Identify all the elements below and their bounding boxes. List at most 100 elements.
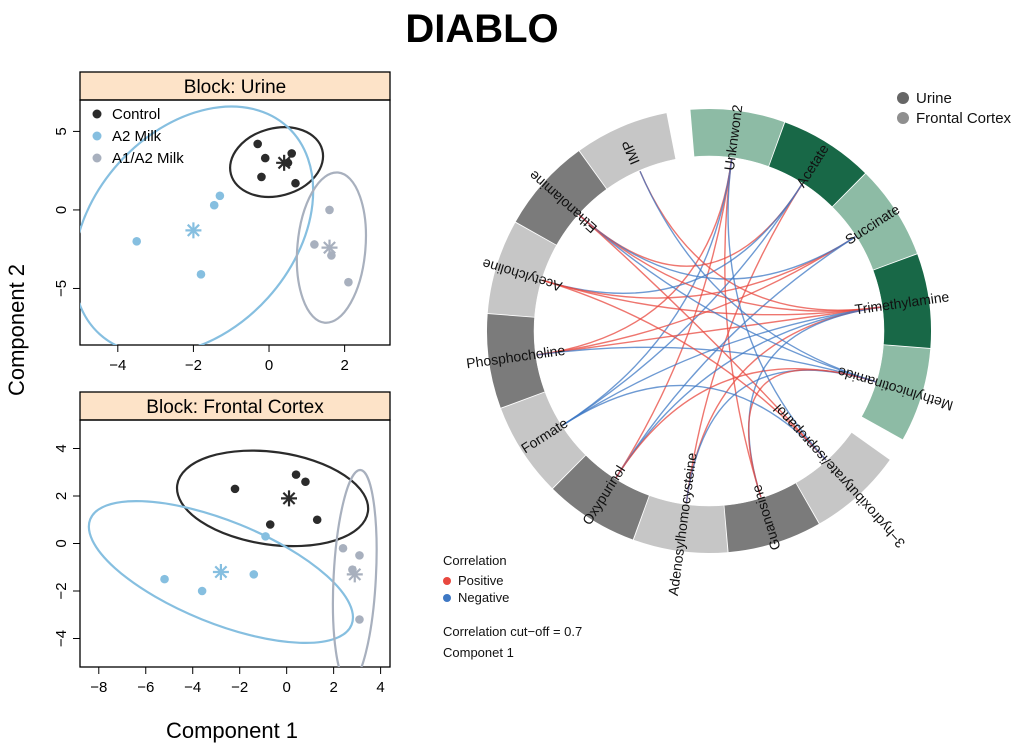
sample-point (291, 178, 300, 188)
correlation-legend-marker (443, 594, 451, 602)
legend-marker (92, 153, 102, 163)
chord-segment (796, 432, 890, 524)
correlation-link (727, 158, 827, 461)
figure-title: DIABLO (405, 7, 558, 51)
sample-point (301, 477, 310, 487)
correlation-link (578, 183, 803, 267)
panel-title-strip (79, 391, 391, 421)
x-tick-label: −4 (184, 679, 201, 696)
group-ellipse (175, 449, 370, 548)
correlation-cutoff: Correlation cut−off = 0.7 (443, 624, 582, 639)
legend-label: A2 Milk (112, 128, 162, 145)
sample-point (257, 172, 266, 182)
sample-point (253, 139, 262, 149)
correlation-link (578, 214, 876, 383)
chord-segment (861, 345, 931, 440)
sample-point (230, 484, 240, 494)
correlation-link (615, 236, 856, 479)
sample-point (355, 551, 364, 560)
x-tick-label: 2 (329, 679, 337, 696)
correlation-legend-title: Correlation (443, 553, 507, 568)
x-tick-label: −6 (137, 679, 154, 696)
y-tick-label: −2 (53, 582, 70, 599)
chord-diagram: Unknwon2 AcetateSuccinateTrimethylamineMe… (465, 103, 955, 596)
group-ellipse (229, 126, 325, 198)
chord-segment (724, 483, 819, 553)
panel-frame (79, 99, 391, 346)
centroid-star (281, 490, 298, 507)
y-tick-label: 2 (53, 492, 70, 500)
chord-segment (579, 113, 676, 189)
legend-label: Control (112, 106, 160, 123)
chord-segment (552, 455, 649, 540)
correlation-link (685, 183, 803, 504)
x-axis-label: Component 1 (166, 718, 298, 743)
legend-label: A1/A2 Milk (112, 150, 184, 167)
correlation-link (562, 306, 882, 426)
sample-point (287, 149, 297, 158)
sample-point (132, 237, 142, 246)
correlation-link (562, 183, 803, 426)
y-tick-label: 5 (53, 127, 70, 135)
chord-segment (487, 222, 557, 317)
sample-point (291, 470, 301, 479)
y-tick-label: 4 (53, 444, 70, 452)
correlation-link (536, 306, 882, 356)
sample-point (312, 515, 322, 525)
correlation-legend-label: Negative (458, 590, 509, 605)
block-legend-label: Frontal Cortex (916, 110, 1012, 127)
group-ellipse (87, 499, 355, 645)
legend-marker (92, 131, 102, 141)
correlation-link (536, 158, 733, 356)
chord-segment (832, 173, 917, 270)
x-tick-label: −4 (109, 357, 126, 374)
urine-scatter-panel: Block: Urine −4 −2 0 2 5 0 −5 Control A2 Milk A1/A… (53, 71, 391, 374)
x-tick-label: −2 (185, 357, 202, 374)
correlation-link (542, 279, 827, 461)
sample-point (261, 532, 270, 541)
panel-frame (79, 419, 391, 668)
x-tick-label: 2 (340, 357, 348, 374)
y-tick-label: 0 (53, 539, 70, 547)
sample-point (325, 205, 334, 215)
sample-point (355, 615, 364, 624)
correlation-link (747, 369, 876, 498)
sample-point (265, 520, 275, 529)
inner-circle (533, 155, 885, 507)
group-ellipse (295, 171, 368, 324)
sample-point (249, 570, 259, 579)
sample-point (260, 153, 270, 163)
sample-point (344, 277, 353, 287)
y-axis-label: Component 2 (4, 264, 29, 396)
correlation-link (536, 236, 856, 356)
block-legend-label: Urine (916, 90, 952, 107)
block-legend-marker (897, 112, 909, 124)
group-ellipse (331, 468, 378, 667)
y-tick-label: 0 (53, 206, 70, 214)
panel-title: Block: Urine (184, 77, 286, 98)
correlation-link (562, 158, 733, 426)
x-tick-label: 4 (376, 679, 384, 696)
x-tick-label: 0 (265, 357, 273, 374)
chord-segment (769, 122, 866, 207)
sample-point (209, 200, 219, 210)
sample-point (215, 191, 225, 201)
panel-title: Block: Frontal Cortex (146, 397, 324, 418)
sample-point (197, 586, 207, 596)
correlation-link (562, 384, 827, 461)
correlation-legend: Correlation Positive Negative Correlation c… (443, 553, 582, 660)
centroid-star (276, 154, 293, 171)
chord-segment (487, 314, 545, 408)
correlation-link (542, 279, 882, 316)
chord-segment (873, 254, 931, 348)
block-legend: Urine Frontal Cortex (897, 90, 1012, 127)
centroid-star (321, 239, 338, 256)
x-tick-label: −2 (231, 679, 248, 696)
centroid-star (185, 222, 202, 239)
sample-point (196, 270, 206, 279)
correlation-legend-label: Positive (458, 573, 504, 588)
y-tick-label: −5 (53, 280, 70, 297)
correlation-link (615, 158, 733, 479)
chord-segment (690, 109, 785, 167)
